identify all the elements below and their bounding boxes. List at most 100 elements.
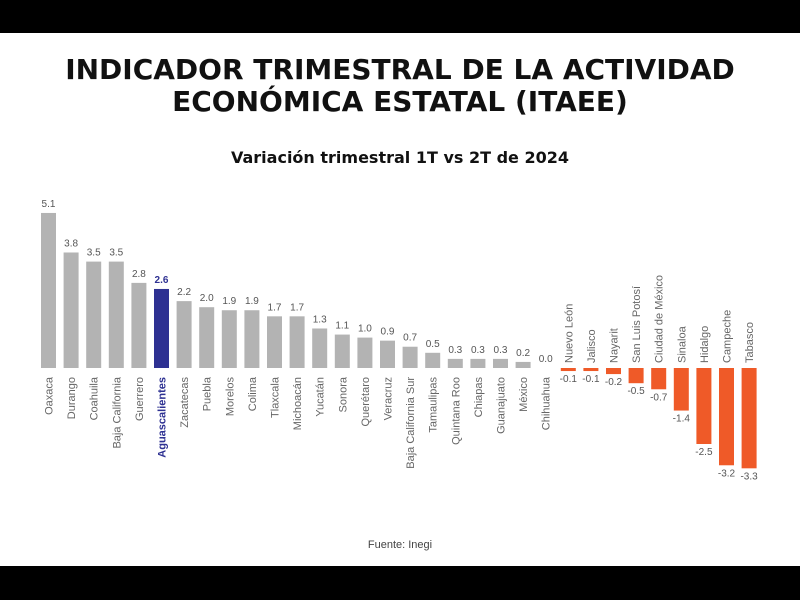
bar-aguascalientes (154, 288, 169, 368)
category-label-nayarit: Nayarit (609, 328, 621, 363)
chart-title: INDICADOR TRIMESTRAL DE LA ACTIVIDAD ECO… (0, 54, 800, 118)
value-label-baja-california: 3.5 (109, 248, 123, 259)
category-label-tamaulipas: Tamaulipas (428, 377, 440, 433)
bar-mexico (515, 361, 531, 368)
value-label-puebla: 2.0 (200, 293, 214, 304)
bar-coahuila (86, 261, 102, 368)
value-label-guerrero: 2.8 (132, 269, 146, 280)
value-label-chiapas: 0.3 (471, 345, 485, 356)
value-label-guanajuato: 0.3 (494, 345, 508, 356)
category-label-jalisco: Jalisco (586, 329, 598, 363)
value-label-jalisco: -0.1 (582, 374, 600, 385)
bar-quintana-roo (447, 358, 463, 368)
bar-tlaxcala (267, 316, 282, 368)
value-label-veracruz: 0.9 (381, 327, 395, 338)
category-label-ciudad-de-mexico: Ciudad de México (654, 275, 666, 363)
category-label-oaxaca: Oaxaca (44, 376, 56, 415)
value-label-baja-california-sur: 0.7 (403, 333, 417, 344)
value-label-mexico: 0.2 (516, 348, 530, 359)
category-label-campeche: Campeche (722, 310, 734, 363)
category-label-chiapas: Chiapas (473, 377, 485, 418)
bar-tamaulipas (425, 352, 441, 368)
value-label-campeche: -3.2 (718, 468, 736, 479)
category-label-nuevo-leon: Nuevo León (563, 304, 575, 363)
category-label-aguascalientes: Aguascalientes (157, 377, 169, 458)
bar-michoacan (289, 316, 305, 368)
chart-subtitle: Variación trimestral 1T vs 2T de 2024 (230, 148, 570, 167)
bar-oaxaca (41, 212, 56, 368)
bar-yucatan (312, 328, 328, 368)
bar-baja-california-sur (402, 346, 418, 368)
category-label-tabasco: Tabasco (744, 322, 756, 363)
value-label-sonora: 1.1 (335, 321, 349, 332)
value-label-sinaloa: -1.4 (673, 414, 691, 425)
value-label-coahuila: 3.5 (87, 248, 101, 259)
category-label-san-luis-potosi: San Luis Potosí (631, 286, 643, 363)
category-label-guanajuato: Guanajuato (496, 377, 508, 434)
category-label-puebla: Puebla (202, 376, 214, 411)
value-label-morelos: 1.9 (222, 296, 236, 307)
bar-queretaro (357, 337, 373, 368)
category-label-hidalgo: Hidalgo (699, 326, 711, 363)
value-label-colima: 1.9 (245, 296, 259, 307)
bar-morelos (221, 310, 237, 368)
bar-nuevo-leon (560, 368, 576, 372)
bar-tabasco (741, 368, 757, 469)
value-label-yucatan: 1.3 (313, 314, 327, 325)
category-label-veracruz: Veracruz (383, 377, 395, 420)
bar-hidalgo (696, 368, 712, 444)
bar-sonora (334, 334, 350, 368)
category-label-zacatecas: Zacatecas (179, 377, 191, 428)
value-label-tamaulipas: 0.5 (426, 339, 440, 350)
value-label-zacatecas: 2.2 (177, 287, 191, 298)
category-label-morelos: Morelos (224, 377, 236, 417)
bar-jalisco (583, 368, 599, 372)
category-label-baja-california: Baja California (111, 376, 123, 448)
category-label-tlaxcala: Tlaxcala (270, 376, 282, 418)
bar-nayarit (606, 368, 621, 375)
bar-guerrero (131, 282, 147, 368)
category-label-quintana-roo: Quintana Roo (450, 377, 462, 445)
bar-san-luis-potosi (628, 368, 644, 384)
chart-title-line-1: INDICADOR TRIMESTRAL DE LA ACTIVIDAD (65, 53, 735, 86)
value-label-nayarit: -0.2 (605, 377, 623, 388)
bar-puebla (199, 307, 215, 368)
value-label-ciudad-de-mexico: -0.7 (650, 392, 668, 403)
value-label-queretaro: 1.0 (358, 324, 372, 335)
category-label-guerrero: Guerrero (134, 377, 146, 421)
category-label-mexico: México (518, 377, 530, 412)
category-label-durango: Durango (66, 377, 78, 419)
category-label-baja-california-sur: Baja California Sur (405, 377, 417, 469)
bar-campeche (719, 368, 734, 466)
bar-zacatecas (176, 301, 192, 368)
chart-canvas: INDICADOR TRIMESTRAL DE LA ACTIVIDAD ECO… (0, 33, 800, 566)
category-label-yucatan: Yucatán (315, 377, 327, 417)
bar-sinaloa (673, 368, 689, 411)
chart-title-line-2: ECONÓMICA ESTATAL (ITAEE) (172, 85, 628, 118)
source-note: Fuente: Inegi (367, 539, 433, 551)
bar-ciudad-de-mexico (651, 368, 667, 390)
bar-veracruz (380, 340, 395, 368)
value-label-nuevo-leon: -0.1 (560, 374, 578, 385)
category-label-queretaro: Querétaro (360, 377, 372, 427)
category-label-michoacan: Michoacán (292, 377, 304, 430)
value-label-tlaxcala: 1.7 (268, 302, 282, 313)
bar-chart: 5.1 Oaxaca 3.8 Durango 3.5 Coahuila 3.5 Baja Ca… (41, 199, 758, 482)
bar-colima (244, 310, 260, 368)
category-label-coahuila: Coahuila (89, 376, 101, 420)
category-label-colima: Colima (247, 376, 259, 411)
bar-chiapas (470, 358, 486, 368)
category-label-chihuahua: Chihuahua (541, 376, 553, 430)
value-label-chihuahua: 0.0 (539, 354, 553, 365)
value-label-hidalgo: -2.5 (695, 447, 713, 458)
value-label-tabasco: -3.3 (740, 471, 758, 482)
value-label-oaxaca: 5.1 (42, 199, 56, 210)
bar-baja-california (108, 261, 124, 368)
value-label-aguascalientes: 2.6 (155, 275, 169, 286)
bar-guanajuato (493, 358, 508, 368)
value-label-durango: 3.8 (64, 238, 78, 249)
value-label-quintana-roo: 0.3 (448, 345, 462, 356)
category-label-sinaloa: Sinaloa (676, 325, 688, 363)
value-label-san-luis-potosi: -0.5 (627, 386, 645, 397)
category-label-sonora: Sonora (337, 376, 349, 412)
